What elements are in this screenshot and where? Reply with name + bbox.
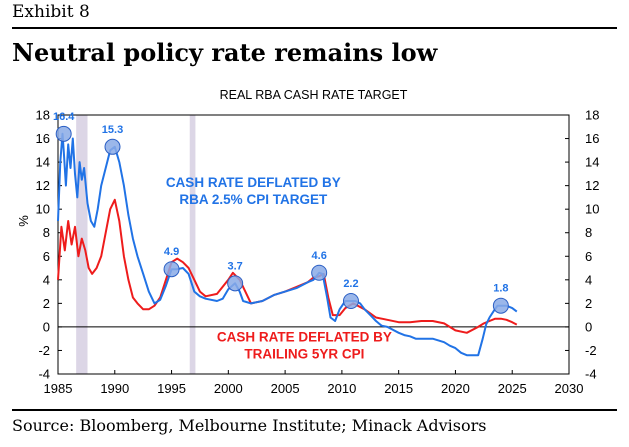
peak-marker — [342, 293, 359, 310]
series-label-blue: CASH RATE DEFLATED BY RBA 2.5% CPI TARGET — [166, 175, 341, 207]
x-tick-label: 1990 — [100, 381, 129, 396]
y-tick-label-right: 14 — [585, 155, 599, 170]
x-tick-label: 2020 — [441, 381, 470, 396]
shaded-period-0 — [76, 115, 88, 374]
y-tick-label-right: 18 — [585, 108, 599, 123]
exhibit-label: Exhibit 8 — [12, 2, 90, 22]
y-tick-label-left: 12 — [36, 178, 50, 193]
series-label-red: CASH RATE DEFLATED BY TRAILING 5YR CPI — [217, 330, 392, 362]
peak-value-label: 2.2 — [343, 278, 358, 290]
x-tick-label: 1995 — [157, 381, 186, 396]
y-tick-label-left: 18 — [36, 108, 50, 123]
x-tick-label: 2030 — [555, 381, 584, 396]
peak-marker — [55, 125, 72, 142]
plot-area-frame — [57, 114, 570, 375]
y-tick-label-left: -2 — [38, 343, 50, 358]
peak-value-label: 15.3 — [102, 124, 123, 136]
series-line-red — [57, 198, 518, 334]
series-lines — [57, 132, 518, 357]
peak-marker — [163, 261, 180, 278]
top-rule — [12, 27, 617, 29]
y-tick-label-right: 8 — [585, 225, 592, 240]
chart-container: -4 -2 0 2 4 6 8 10 12 14 16 18 -4 -2 0 2 4 6 8 10 12 14 16 18 … — [12, 78, 617, 406]
y-tick-label-left: -4 — [38, 367, 50, 382]
series-line-blue — [57, 132, 518, 357]
y-tick-label-left: 4 — [43, 272, 50, 287]
y-axis-left: -4 -2 0 2 4 6 8 10 12 14 16 18 — [36, 108, 62, 382]
y-tick-label-right: 2 — [585, 296, 592, 311]
x-tick-label: 2005 — [271, 381, 300, 396]
x-tick-label: 2025 — [498, 381, 527, 396]
y-tick-label-right: 0 — [585, 319, 592, 334]
peak-value-label: 16.4 — [53, 111, 75, 123]
source-note: Source: Bloomberg, Melbourne Institute; … — [12, 416, 487, 435]
y-tick-label-left: 10 — [36, 202, 50, 217]
lbl-blue-line: RBA 2.5% CPI TARGET — [179, 192, 328, 207]
peak-marker — [104, 138, 121, 155]
peak-value-label: 4.6 — [312, 250, 327, 262]
y-tick-label-left: 6 — [43, 249, 50, 264]
y-tick-label-left: 0 — [43, 319, 50, 334]
x-axis: 1985 1990 1995 2000 2005 2010 2015 2020 2025 2030 — [44, 370, 584, 396]
page-title: Neutral policy rate remains low — [12, 38, 438, 67]
x-tick-label: 2010 — [327, 381, 356, 396]
y-tick-label-right: 16 — [585, 131, 599, 146]
peak-value-label: 3.7 — [227, 260, 242, 272]
shaded-periods — [76, 115, 196, 374]
peak-marker — [311, 264, 328, 281]
y-tick-label-right: 12 — [585, 178, 599, 193]
y-tick-label-right: 6 — [585, 249, 592, 264]
y-tick-label-right: -2 — [585, 343, 597, 358]
lbl-red-line: TRAILING 5YR CPI — [244, 347, 364, 362]
y-tick-label-left: 14 — [36, 155, 50, 170]
peak-value-label: 1.8 — [493, 283, 508, 295]
x-tick-label: 1985 — [44, 381, 73, 396]
peak-value-label: 4.9 — [164, 246, 179, 258]
lbl-blue-line: CASH RATE DEFLATED BY — [166, 175, 341, 190]
shaded-period-1 — [189, 115, 196, 374]
y-tick-label-left: 2 — [43, 296, 50, 311]
y-tick-label-left: 8 — [43, 225, 50, 240]
y-tick-label-right: 4 — [585, 272, 592, 287]
y-tick-label-right: -4 — [585, 367, 597, 382]
peak-marker — [492, 297, 509, 314]
bottom-rule — [12, 409, 617, 411]
peak-markers: 16.4 15.3 4.9 3.7 4.6 2.2 1.8 — [53, 111, 509, 314]
x-tick-label: 2015 — [384, 381, 413, 396]
x-tick-label: 2000 — [214, 381, 243, 396]
lbl-red-line: CASH RATE DEFLATED BY — [217, 330, 392, 345]
y-axis-right: -4 -2 0 2 4 6 8 10 12 14 16 18 — [565, 108, 599, 382]
peak-marker — [227, 275, 244, 292]
y-axis-label: % — [16, 215, 31, 227]
y-tick-label-left: 16 — [36, 131, 50, 146]
chart-title: REAL RBA CASH RATE TARGET — [220, 88, 408, 102]
y-tick-label-right: 10 — [585, 202, 599, 217]
